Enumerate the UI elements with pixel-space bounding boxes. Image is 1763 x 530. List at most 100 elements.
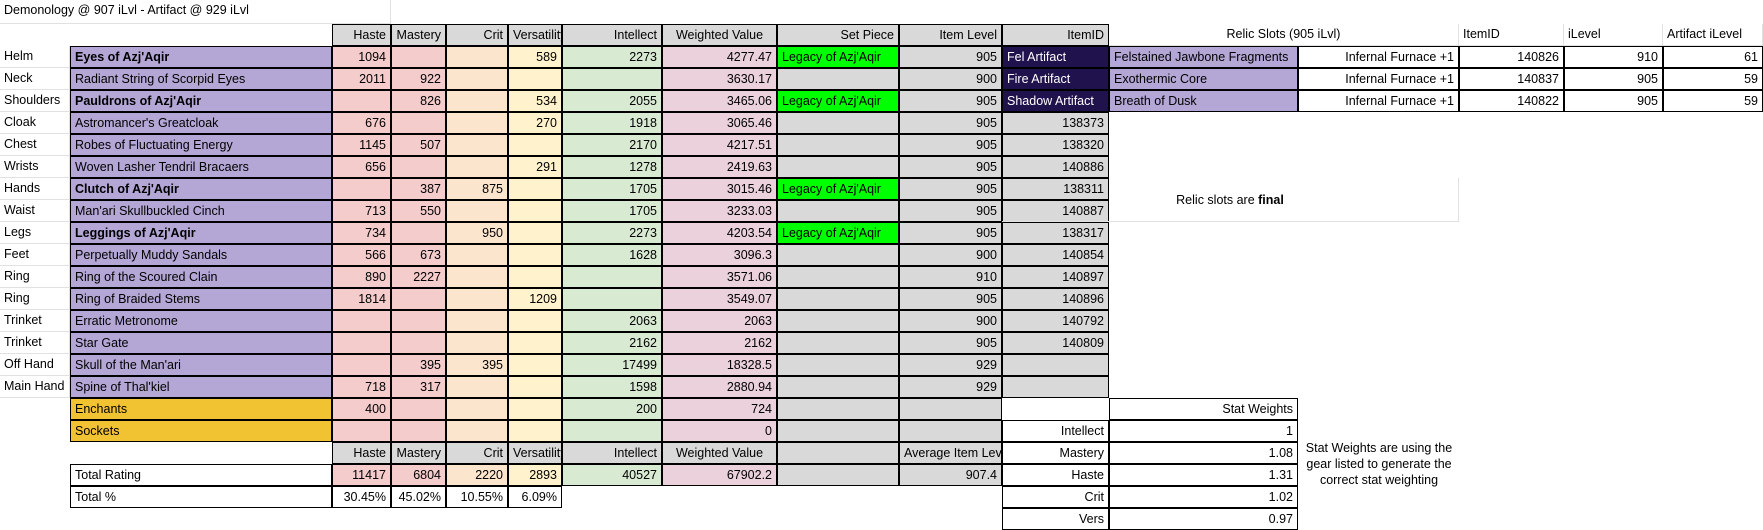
sockets-label[interactable]: Sockets	[70, 420, 332, 442]
gear-item-name[interactable]: Ring of Braided Stems	[70, 288, 332, 310]
gear-stat-wv[interactable]: 3465.06	[662, 90, 777, 112]
gear-item-id[interactable]: 140809	[1002, 332, 1109, 354]
stat-weight-value[interactable]: 1.31	[1109, 464, 1298, 486]
gear-set-piece[interactable]	[777, 68, 899, 90]
gear-item-level[interactable]: 905	[899, 112, 1002, 134]
gear-stat-wv[interactable]: 2162	[662, 332, 777, 354]
gear-stat-haste[interactable]: 734	[332, 222, 391, 244]
gear-slot-label[interactable]: Hands	[0, 178, 70, 200]
totals-header[interactable]: Haste	[332, 442, 391, 464]
gear-item-id[interactable]: 140897	[1002, 266, 1109, 288]
gear-stat-mastery[interactable]	[391, 288, 446, 310]
sockets-haste[interactable]	[332, 420, 391, 442]
gear-stat-int[interactable]: 2063	[562, 310, 662, 332]
gear-stat-wv[interactable]: 2063	[662, 310, 777, 332]
gear-item-id[interactable]: 140886	[1002, 156, 1109, 178]
gear-set-piece[interactable]	[777, 376, 899, 398]
gear-slot-label[interactable]: Ring	[0, 288, 70, 310]
gear-stat-haste[interactable]	[332, 90, 391, 112]
enchants-set[interactable]	[777, 398, 899, 420]
gear-stat-crit[interactable]	[446, 310, 508, 332]
enchants-mastery[interactable]	[391, 398, 446, 420]
stat-weight-label[interactable]: Crit	[1002, 486, 1109, 508]
gear-slot-label[interactable]: Shoulders	[0, 90, 70, 112]
gear-stat-wv[interactable]: 3571.06	[662, 266, 777, 288]
column-header[interactable]: Weighted Value	[662, 24, 777, 46]
column-header[interactable]: Mastery	[391, 24, 446, 46]
gear-item-id[interactable]: 138320	[1002, 134, 1109, 156]
relic-col-itemid[interactable]: ItemID	[1459, 24, 1564, 46]
total-rating-blank[interactable]	[777, 464, 899, 486]
stat-weight-value[interactable]: 0.97	[1109, 508, 1298, 530]
gear-stat-wv[interactable]: 4203.54	[662, 222, 777, 244]
enchants-haste[interactable]: 400	[332, 398, 391, 420]
gear-slot-label[interactable]: Legs	[0, 222, 70, 244]
column-header[interactable]: ItemID	[1002, 24, 1109, 46]
gear-stat-vers[interactable]: 291	[508, 156, 562, 178]
gear-stat-crit[interactable]	[446, 68, 508, 90]
gear-stat-mastery[interactable]: 317	[391, 376, 446, 398]
gear-stat-vers[interactable]	[508, 244, 562, 266]
gear-stat-haste[interactable]: 890	[332, 266, 391, 288]
gear-stat-mastery[interactable]	[391, 332, 446, 354]
gear-stat-crit[interactable]	[446, 200, 508, 222]
gear-stat-int[interactable]: 1598	[562, 376, 662, 398]
stat-weight-value[interactable]: 1.08	[1109, 442, 1298, 464]
gear-stat-crit[interactable]	[446, 112, 508, 134]
gear-set-piece[interactable]: Legacy of Azj'Aqir	[777, 178, 899, 200]
gear-item-name[interactable]: Man'ari Skullbuckled Cinch	[70, 200, 332, 222]
gear-stat-crit[interactable]	[446, 90, 508, 112]
stat-weight-value[interactable]: 1	[1109, 420, 1298, 442]
gear-stat-int[interactable]: 1705	[562, 200, 662, 222]
gear-stat-haste[interactable]: 713	[332, 200, 391, 222]
gear-set-piece[interactable]	[777, 112, 899, 134]
gear-stat-haste[interactable]: 1094	[332, 46, 391, 68]
gear-item-id[interactable]: 140887	[1002, 200, 1109, 222]
gear-set-piece[interactable]	[777, 134, 899, 156]
gear-stat-int[interactable]: 1628	[562, 244, 662, 266]
gear-item-level[interactable]: 905	[899, 134, 1002, 156]
gear-stat-vers[interactable]	[508, 134, 562, 156]
stat-weights-header[interactable]: Stat Weights	[1109, 398, 1298, 420]
gear-set-piece[interactable]	[777, 156, 899, 178]
gear-stat-int[interactable]	[562, 68, 662, 90]
gear-slot-label[interactable]: Trinket	[0, 310, 70, 332]
sockets-int[interactable]	[562, 420, 662, 442]
total-rating-vers[interactable]: 2893	[508, 464, 562, 486]
gear-stat-int[interactable]	[562, 288, 662, 310]
total-avg-item-level[interactable]: 907.4	[899, 464, 1002, 486]
gear-item-level[interactable]: 929	[899, 354, 1002, 376]
relic-item-id[interactable]: 140826	[1459, 46, 1564, 68]
relic-slot[interactable]: Fire Artifact	[1002, 68, 1109, 90]
gear-stat-mastery[interactable]: 387	[391, 178, 446, 200]
gear-stat-crit[interactable]: 875	[446, 178, 508, 200]
enchants-int[interactable]: 200	[562, 398, 662, 420]
gear-stat-haste[interactable]: 1814	[332, 288, 391, 310]
enchants-vers[interactable]	[508, 398, 562, 420]
column-header[interactable]: Crit	[446, 24, 508, 46]
gear-stat-mastery[interactable]: 2227	[391, 266, 446, 288]
total-pct-label[interactable]: Total %	[70, 486, 332, 508]
gear-stat-haste[interactable]: 676	[332, 112, 391, 134]
gear-stat-int[interactable]: 2273	[562, 222, 662, 244]
relic-bonus[interactable]: Infernal Furnace +1	[1298, 68, 1459, 90]
stat-weight-label[interactable]: Mastery	[1002, 442, 1109, 464]
gear-item-name[interactable]: Star Gate	[70, 332, 332, 354]
gear-item-level[interactable]: 910	[899, 266, 1002, 288]
gear-item-id[interactable]	[1002, 376, 1109, 398]
relic-note[interactable]: Relic slots are final	[1002, 178, 1459, 222]
gear-set-piece[interactable]	[777, 354, 899, 376]
relic-artifact-ilevel[interactable]: 59	[1663, 90, 1763, 112]
relic-slot[interactable]: Fel Artifact	[1002, 46, 1109, 68]
gear-item-level[interactable]: 900	[899, 244, 1002, 266]
totals-header[interactable]: Intellect	[562, 442, 662, 464]
enchants-crit[interactable]	[446, 398, 508, 420]
gear-stat-wv[interactable]: 3096.3	[662, 244, 777, 266]
gear-stat-int[interactable]: 1918	[562, 112, 662, 134]
stat-weight-label[interactable]: Haste	[1002, 464, 1109, 486]
relic-bonus[interactable]: Infernal Furnace +1	[1298, 90, 1459, 112]
gear-stat-wv[interactable]: 2419.63	[662, 156, 777, 178]
gear-set-piece[interactable]	[777, 332, 899, 354]
gear-stat-crit[interactable]	[446, 46, 508, 68]
sheet-title[interactable]: Demonology @ 907 iLvl - Artifact @ 929 i…	[0, 0, 391, 24]
